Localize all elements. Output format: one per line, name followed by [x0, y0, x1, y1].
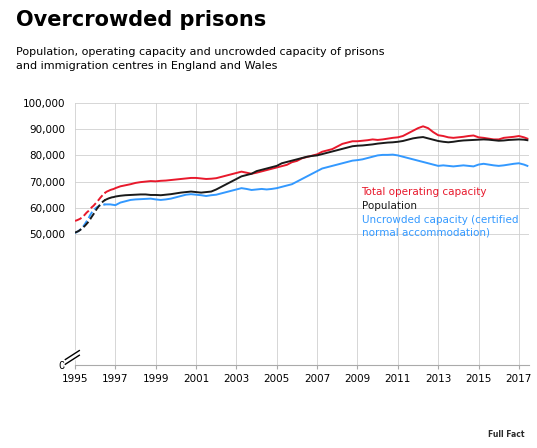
Text: Full Fact: Full Fact: [488, 430, 524, 439]
Text: Uncrowded capacity (certified
normal accommodation): Uncrowded capacity (certified normal acc…: [361, 215, 518, 238]
Text: Source:: Source:: [8, 407, 51, 417]
Text: Total operating capacity: Total operating capacity: [361, 187, 487, 197]
Text: Population: Population: [361, 202, 417, 211]
Text: Ministry of Justice historical monthly prison population estimates and Full
Fact: Ministry of Justice historical monthly p…: [45, 407, 411, 430]
Text: Population, operating capacity and uncrowded capacity of prisons
and immigration: Population, operating capacity and uncro…: [16, 47, 384, 71]
Text: Overcrowded prisons: Overcrowded prisons: [16, 10, 266, 30]
Polygon shape: [481, 400, 534, 445]
